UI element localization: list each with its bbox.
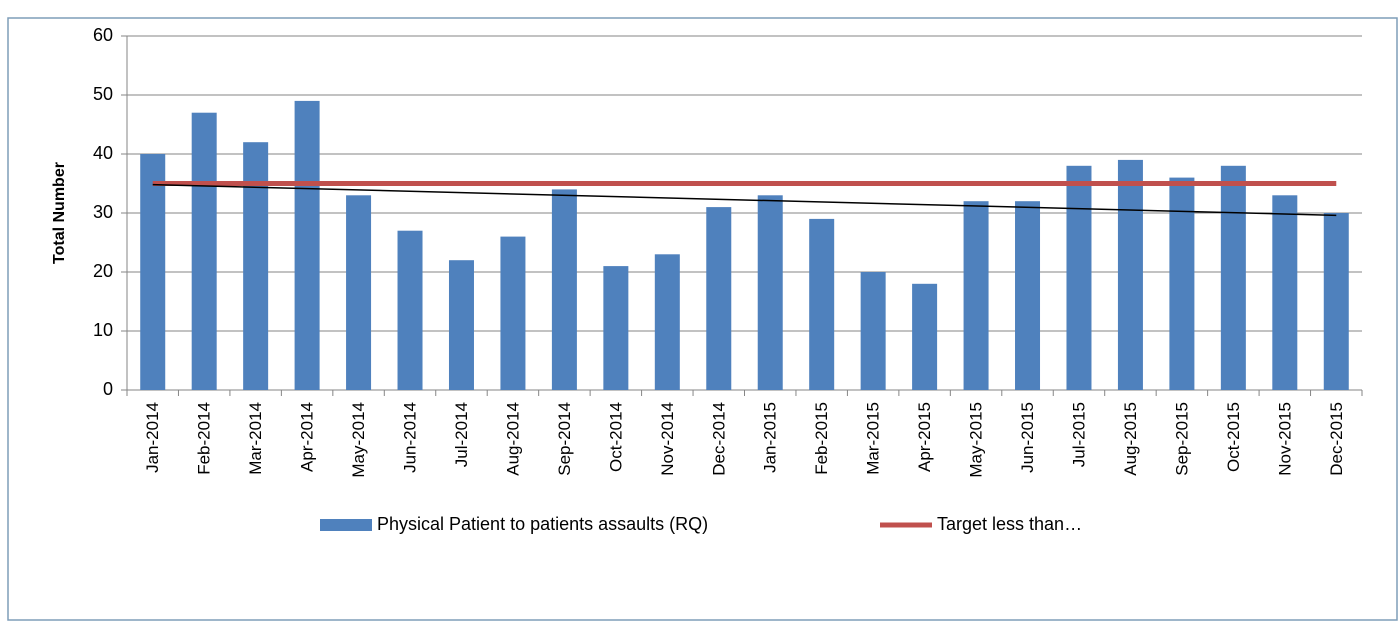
bar xyxy=(1117,159,1143,390)
x-tick-label: Oct-2015 xyxy=(1224,402,1243,472)
bar xyxy=(1220,165,1246,390)
x-tick-label: Jul-2015 xyxy=(1069,402,1088,467)
x-tick-label: May-2014 xyxy=(349,402,368,478)
x-tick-label: Apr-2015 xyxy=(915,402,934,472)
x-tick-label: Jan-2014 xyxy=(143,402,162,473)
x-tick-label: Nov-2014 xyxy=(658,402,677,476)
trendline xyxy=(152,183,1337,217)
bar xyxy=(243,142,269,390)
x-tick-label: Dec-2014 xyxy=(709,402,728,476)
bar xyxy=(860,272,886,390)
bar xyxy=(448,260,474,390)
y-tick-label: 40 xyxy=(93,143,113,163)
bar xyxy=(294,100,320,391)
x-tick-label: Feb-2014 xyxy=(195,402,214,475)
bar xyxy=(1323,213,1349,390)
bar xyxy=(757,195,783,390)
bar xyxy=(809,218,835,390)
x-tick-label: Sep-2014 xyxy=(555,402,574,476)
x-tick-label: Nov-2015 xyxy=(1275,402,1294,476)
y-tick-label: 60 xyxy=(93,25,113,45)
bar xyxy=(963,201,989,390)
x-tick-label: May-2015 xyxy=(967,402,986,478)
x-tick-label: Sep-2015 xyxy=(1172,402,1191,476)
legend-label: Target less than… xyxy=(937,514,1082,534)
x-tick-label: Aug-2014 xyxy=(503,402,522,476)
x-tick-label: Apr-2014 xyxy=(298,402,317,472)
bar xyxy=(706,207,732,390)
chart-frame xyxy=(7,17,1398,621)
x-tick-label: Mar-2014 xyxy=(246,402,265,475)
x-tick-label: Oct-2014 xyxy=(606,402,625,472)
x-tick-label: Dec-2015 xyxy=(1327,402,1346,476)
x-tick-label: Jan-2015 xyxy=(761,402,780,473)
x-tick-label: Jul-2014 xyxy=(452,402,471,467)
bar xyxy=(1066,165,1092,390)
bar xyxy=(191,112,217,390)
y-tick-label: 30 xyxy=(93,202,113,222)
x-tick-label: Jun-2015 xyxy=(1018,402,1037,473)
bar xyxy=(346,195,372,390)
x-tick-label: Mar-2015 xyxy=(864,402,883,475)
bar xyxy=(1015,201,1041,390)
legend-label: Physical Patient to patients assaults (R… xyxy=(377,514,708,534)
bar xyxy=(500,236,526,390)
y-tick-label: 10 xyxy=(93,320,113,340)
bar xyxy=(1169,177,1195,390)
y-tick-label: 50 xyxy=(93,84,113,104)
bar xyxy=(1272,195,1298,390)
y-tick-label: 0 xyxy=(103,379,113,399)
bar xyxy=(551,189,577,390)
x-tick-label: Jun-2014 xyxy=(401,402,420,473)
y-tick-label: 20 xyxy=(93,261,113,281)
bar xyxy=(654,254,680,390)
bar xyxy=(912,283,938,390)
x-tick-label: Feb-2015 xyxy=(812,402,831,475)
bar xyxy=(397,230,423,390)
y-axis-title: Total Number xyxy=(51,162,68,264)
bar xyxy=(140,154,166,390)
legend-swatch xyxy=(320,519,372,531)
x-tick-label: Aug-2015 xyxy=(1121,402,1140,476)
bar xyxy=(603,266,629,390)
